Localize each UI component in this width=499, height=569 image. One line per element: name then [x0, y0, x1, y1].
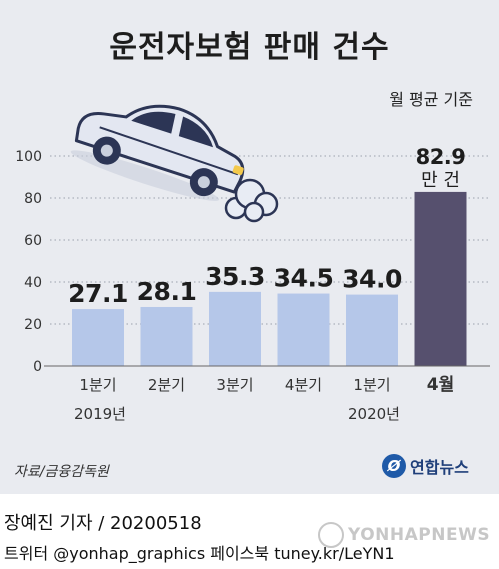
bar — [414, 191, 467, 366]
value-labels: 27.1 28.1 35.3 34.5 34.0 82.9만 건 — [68, 145, 466, 308]
watermark: YONHAPNEWS — [318, 522, 490, 548]
watermark-circle-icon — [318, 522, 344, 548]
y-tick-label: 0 — [33, 359, 42, 375]
data-label: 34.0 — [342, 265, 402, 294]
chart-card: 운전자보험 판매 건수 월 평균 기준 0 20 40 60 80 100 27.1 28.… — [0, 0, 499, 494]
category-label: 2분기 — [148, 376, 185, 394]
category-label: 1분기 — [79, 376, 116, 394]
y-tick-label: 40 — [24, 275, 42, 291]
y-tick-label: 80 — [24, 191, 42, 207]
data-label: 28.1 — [137, 277, 197, 306]
source-note: 자료/금융감독원 — [14, 464, 109, 480]
data-label: 27.1 — [68, 279, 128, 308]
social-links: 트위터 @yonhap_graphics 페이스북 tuney.kr/LeYN1 — [4, 544, 395, 563]
category-label: 4분기 — [285, 376, 322, 394]
y-axis-ticks: 0 20 40 60 80 100 — [15, 149, 42, 375]
yonhap-logo: Ø 연합뉴스 — [382, 454, 469, 478]
category-label: 1분기 — [353, 376, 390, 394]
watermark-text: YONHAPNEWS — [348, 525, 491, 545]
category-year-label: 2019년 — [74, 405, 126, 423]
bar-chart: 0 20 40 60 80 100 27.1 28.1 35.3 34.5 34.0 82.9만 건… — [15, 104, 490, 423]
data-label: 34.5 — [274, 264, 334, 293]
exhaust-cloud-icon — [224, 178, 279, 223]
category-label: 4월 — [427, 375, 454, 395]
bar — [277, 293, 330, 366]
yonhap-logo-text: 연합뉴스 — [410, 458, 469, 477]
data-label-unit: 만 건 — [421, 170, 460, 191]
y-tick-label: 20 — [24, 317, 42, 333]
car-exhaust-icon — [70, 104, 245, 201]
category-label: 3분기 — [216, 376, 253, 394]
bar — [346, 294, 398, 366]
unit-note: 월 평균 기준 — [389, 90, 473, 109]
bars — [72, 191, 467, 366]
category-year-label: 2020년 — [348, 405, 400, 423]
y-tick-label: 60 — [24, 233, 42, 249]
category-labels: 1분기 2019년 2분기 3분기 4분기 1분기 2020년 4월 — [74, 375, 454, 423]
data-label: 35.3 — [205, 262, 265, 291]
y-tick-label: 100 — [15, 149, 42, 165]
bar — [72, 309, 124, 366]
bar — [140, 306, 193, 366]
reporter-credit: 장예진 기자 / 20200518 — [4, 513, 202, 534]
yonhap-logo-mark: Ø — [382, 454, 406, 478]
bar — [209, 291, 261, 366]
chart-title: 운전자보험 판매 건수 — [109, 30, 390, 65]
data-label: 82.9 — [416, 145, 466, 169]
